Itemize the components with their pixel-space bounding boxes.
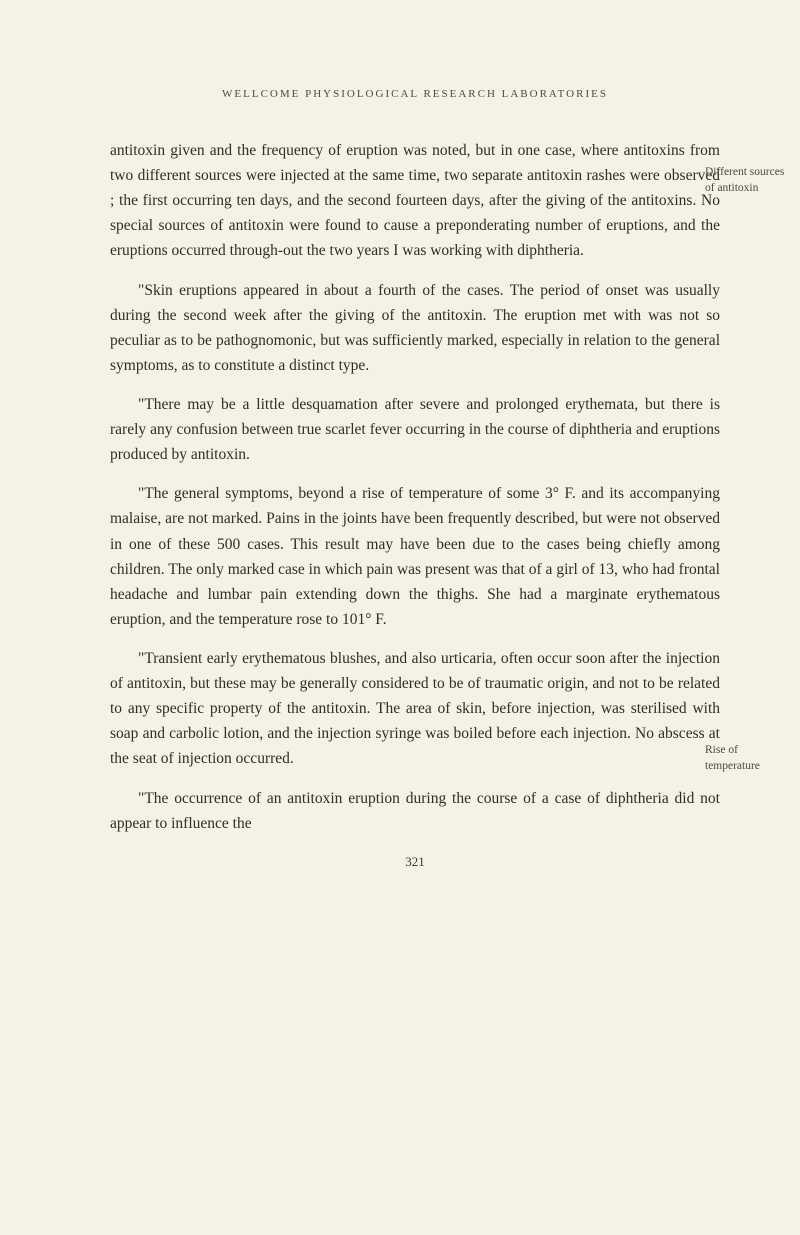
margin-note-temperature: Rise of temperature — [705, 742, 790, 774]
paragraph-5: "Transient early erythematous blushes, a… — [110, 646, 720, 772]
paragraph-5-text: "Transient early erythematous blushes, a… — [110, 650, 720, 767]
paragraph-6: "The occurrence of an antitoxin eruption… — [110, 786, 720, 836]
paragraph-2: "Skin eruptions appeared in about a four… — [110, 278, 720, 378]
margin-note-antitoxin-sources: Different sources of antitoxin — [705, 164, 790, 196]
paragraph-3: "There may be a little desquamation afte… — [110, 392, 720, 467]
body-content: Different sources of antitoxin Rise of t… — [110, 138, 720, 836]
running-header: WELLCOME PHYSIOLOGICAL RESEARCH LABORATO… — [110, 88, 720, 100]
paragraph-1: antitoxin given and the frequency of eru… — [110, 138, 720, 264]
paragraph-6-text: "The occurrence of an antitoxin eruption… — [110, 790, 720, 832]
paragraph-3-text: "There may be a little desquamation afte… — [110, 396, 720, 463]
paragraph-2-text: "Skin eruptions appeared in about a four… — [110, 282, 720, 374]
page-container: WELLCOME PHYSIOLOGICAL RESEARCH LABORATO… — [0, 0, 800, 910]
page-number: 321 — [110, 854, 720, 870]
paragraph-4: "The general symptoms, beyond a rise of … — [110, 481, 720, 632]
paragraph-4-text: "The general symptoms, beyond a rise of … — [110, 485, 720, 628]
